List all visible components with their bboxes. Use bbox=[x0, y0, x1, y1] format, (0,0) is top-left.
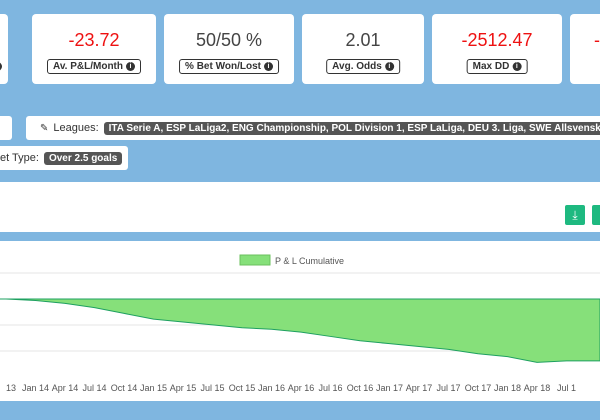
stat-card-max-dd: -2512.47 Max DD i bbox=[432, 14, 562, 84]
x-tick-label: Apr 14 bbox=[52, 383, 79, 393]
pl-cumulative-chart: P & L Cumulative 13 Jan 14 Apr 14 Jul 14 Oct… bbox=[0, 254, 600, 393]
filter-box-partial[interactable] bbox=[0, 116, 12, 140]
download-icon: ⤓ bbox=[572, 208, 578, 222]
x-tick-label: Jul 15 bbox=[200, 383, 224, 393]
x-tick-label: 13 bbox=[6, 383, 16, 393]
stat-label: Max DD i bbox=[466, 59, 528, 74]
x-tick-label: Jul 16 bbox=[318, 383, 342, 393]
x-tick-label: Apr 15 bbox=[170, 383, 197, 393]
stat-value: -23.72 bbox=[68, 30, 120, 50]
stat-card-partial-right: - bbox=[570, 14, 600, 84]
leagues-filter[interactable]: ✎ Leagues: ITA Serie A, ESP LaLiga2, ENG… bbox=[26, 116, 600, 140]
chart-toolbar-panel bbox=[0, 182, 600, 232]
x-tick-label: Oct 15 bbox=[229, 383, 256, 393]
x-tick-label: Jan 15 bbox=[140, 383, 167, 393]
bet-type-label: et Type: bbox=[0, 152, 39, 164]
x-tick-label: Jan 16 bbox=[258, 383, 285, 393]
x-tick-label: Jan 18 bbox=[494, 383, 521, 393]
x-tick-label: Apr 16 bbox=[288, 383, 315, 393]
x-tick-label: Oct 17 bbox=[465, 383, 492, 393]
leagues-value-badge: ITA Serie A, ESP LaLiga2, ENG Championsh… bbox=[103, 121, 600, 135]
bottom-band bbox=[0, 401, 600, 420]
x-tick-label: Oct 16 bbox=[347, 383, 374, 393]
info-icon[interactable]: i bbox=[384, 62, 394, 71]
bet-type-filter[interactable]: et Type: Over 2.5 goals bbox=[0, 146, 128, 170]
stat-label: Avg. Odds i bbox=[326, 59, 400, 74]
pencil-icon: ✎ bbox=[40, 122, 49, 134]
chart-panel: P & L Cumulative 13 Jan 14 Apr 14 Jul 14 Oct… bbox=[0, 241, 600, 401]
bet-type-badge: Over 2.5 goals bbox=[43, 151, 123, 165]
x-tick-label: Jul 14 bbox=[82, 383, 106, 393]
stat-card-partial-left: i bbox=[0, 14, 8, 84]
stat-value: -2512.47 bbox=[461, 30, 533, 50]
info-icon[interactable]: i bbox=[512, 62, 522, 71]
info-icon[interactable]: i bbox=[0, 62, 2, 71]
stat-card-avg-pl-month: -23.72 Av. P&L/Month i bbox=[32, 14, 156, 84]
series-area-pl-cumulative bbox=[0, 298, 600, 363]
x-tick-label: Jan 17 bbox=[376, 383, 403, 393]
download-button[interactable]: ⤓ bbox=[565, 205, 585, 225]
legend-swatch bbox=[239, 254, 271, 266]
chart-legend: P & L Cumulative bbox=[239, 254, 344, 266]
leagues-label: Leagues: bbox=[53, 122, 99, 134]
x-tick-label: Jan 14 bbox=[22, 383, 49, 393]
extra-button-partial[interactable] bbox=[592, 205, 600, 225]
x-tick-label: Apr 17 bbox=[406, 383, 433, 393]
x-tick-label: Oct 14 bbox=[111, 383, 138, 393]
info-icon[interactable]: i bbox=[126, 62, 135, 71]
stat-card-avg-odds: 2.01 Avg. Odds i bbox=[302, 14, 424, 84]
x-tick-label: Jul 17 bbox=[436, 383, 460, 393]
stat-label: % Bet Won/Lost i bbox=[179, 59, 279, 74]
stat-card-bet-won-lost: 50/50 % % Bet Won/Lost i bbox=[164, 14, 294, 84]
x-tick-label: Apr 18 bbox=[524, 383, 551, 393]
info-icon[interactable]: i bbox=[263, 62, 273, 71]
stat-label: Av. P&L/Month i bbox=[47, 59, 141, 74]
x-axis-ticks: 13 Jan 14 Apr 14 Jul 14 Oct 14 Jan 15 Apr 15 Ju… bbox=[6, 383, 576, 393]
stat-value: 2.01 bbox=[345, 30, 381, 50]
stat-value: 50/50 % bbox=[195, 30, 263, 50]
legend-label: P & L Cumulative bbox=[275, 256, 344, 266]
x-tick-label: Jul 1 bbox=[557, 383, 576, 393]
